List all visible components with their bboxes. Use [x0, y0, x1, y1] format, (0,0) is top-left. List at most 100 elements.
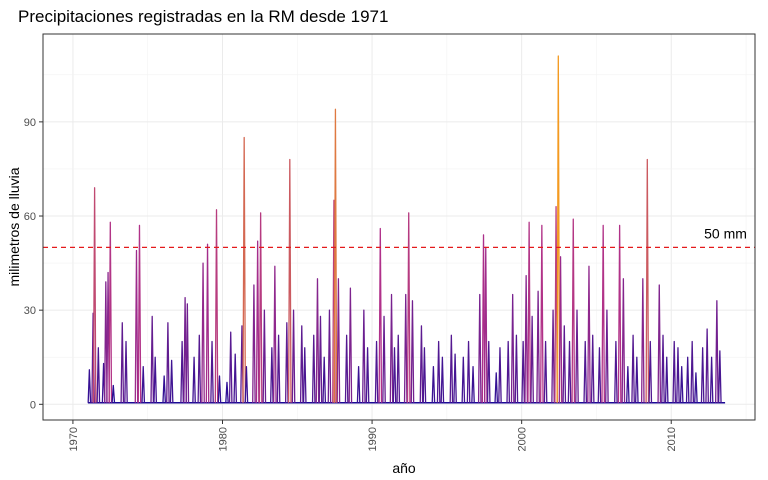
data-spike [453, 353, 457, 403]
data-spike [403, 293, 408, 403]
data-spike [543, 340, 548, 403]
data-spike [590, 334, 595, 403]
data-spike [556, 55, 561, 403]
data-spike [621, 278, 626, 403]
data-spike [291, 309, 296, 403]
y-axis-ticks: 0 30 60 90 [24, 117, 43, 411]
data-spike [244, 365, 249, 403]
data-spike [506, 340, 511, 403]
x-tick-label: 2010 [666, 427, 678, 451]
data-spike [214, 209, 219, 403]
data-spike [374, 340, 379, 403]
data-spike [389, 293, 394, 403]
data-spike [626, 365, 630, 403]
data-spike [205, 243, 210, 403]
data-spike [392, 347, 397, 403]
data-spike [422, 347, 427, 403]
data-spike [481, 234, 486, 403]
data-spike [273, 265, 277, 403]
data-spike [551, 309, 555, 403]
reference-line-group: 50 mm [43, 225, 755, 249]
y-axis-title: milimetros de lluvia [6, 167, 22, 286]
data-spike [108, 221, 113, 403]
data-spike [166, 322, 170, 403]
data-spike [657, 284, 662, 403]
data-spike [449, 334, 454, 403]
x-tick-label: 1990 [367, 427, 379, 451]
data-spike [396, 334, 401, 403]
data-spike [700, 347, 705, 403]
data-spike [344, 334, 349, 403]
data-spike [284, 322, 289, 403]
data-spike [258, 212, 263, 403]
data-spike [477, 293, 482, 403]
data-spike [558, 256, 563, 403]
data-spike [631, 334, 635, 403]
data-spike [96, 347, 101, 403]
data-spike [567, 340, 572, 403]
data-spike [150, 315, 155, 403]
data-spike [183, 296, 187, 403]
data-spike [521, 340, 525, 403]
data-spike [530, 315, 534, 403]
data-spike [685, 356, 690, 403]
data-spike [192, 356, 196, 403]
data-spike [382, 315, 386, 403]
data-spike [440, 356, 445, 403]
data-spike [601, 224, 606, 403]
data-spike [356, 365, 361, 403]
series-marks [87, 55, 726, 404]
data-spike [715, 300, 719, 403]
data-spike [153, 356, 158, 403]
data-spike [694, 372, 698, 403]
data-spike [162, 375, 167, 403]
data-spike [233, 353, 238, 403]
data-spike [419, 325, 424, 403]
y-tick-label: 30 [24, 305, 36, 317]
data-spike [494, 372, 499, 403]
data-spike [365, 347, 370, 403]
data-spike [562, 325, 567, 403]
data-spike [92, 187, 97, 403]
data-spike [197, 334, 202, 403]
data-spike [709, 356, 714, 403]
reference-line-label: 50 mm [704, 225, 747, 241]
data-spike [510, 293, 515, 403]
data-spike [185, 303, 190, 403]
data-spike [718, 350, 722, 403]
data-spike [217, 375, 222, 403]
data-spike [661, 334, 665, 403]
data-spike [410, 300, 415, 403]
data-spike [524, 274, 528, 403]
data-spike [87, 369, 92, 403]
panel-border [42, 33, 756, 421]
data-spike [634, 356, 639, 403]
data-spike [571, 218, 576, 403]
data-spike [302, 347, 307, 403]
data-spike [201, 262, 205, 403]
data-spike [242, 136, 247, 403]
data-spike [466, 340, 471, 403]
data-spike [318, 315, 323, 403]
data-spike [252, 284, 256, 403]
data-spike [614, 340, 618, 403]
data-spike [141, 365, 146, 403]
y-tick-label: 0 [30, 399, 36, 411]
data-spike [540, 224, 544, 403]
data-spike [322, 356, 327, 403]
data-spike [672, 340, 677, 403]
data-spike [120, 322, 125, 403]
y-tick-label: 60 [24, 211, 36, 223]
data-spike [210, 340, 214, 403]
data-spike [180, 340, 184, 403]
data-spike [228, 331, 233, 403]
data-spike [617, 224, 622, 403]
data-spike [605, 309, 609, 403]
data-spike [436, 340, 441, 403]
data-spike [705, 328, 709, 403]
data-spike [124, 340, 128, 403]
x-tick-label: 2000 [517, 427, 529, 451]
x-tick-label: 1970 [68, 427, 80, 451]
data-spike [664, 356, 669, 403]
